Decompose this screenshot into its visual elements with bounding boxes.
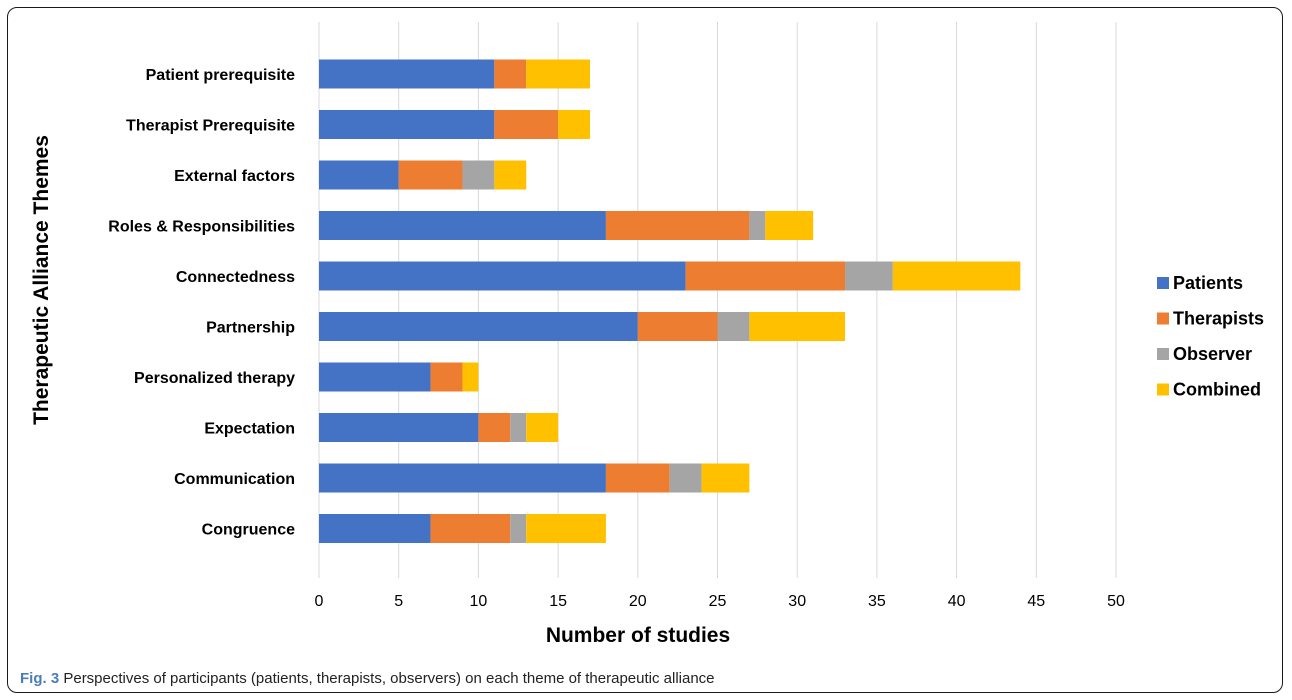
x-tick-label: 10 xyxy=(470,593,488,610)
category-label: External factors xyxy=(174,168,295,185)
figure-frame xyxy=(7,7,1283,693)
x-tick-label: 15 xyxy=(549,593,567,610)
category-label: Communication xyxy=(174,471,295,488)
x-tick-label: 40 xyxy=(948,593,966,610)
bar-segment-patients xyxy=(319,160,399,190)
x-tick-label: 5 xyxy=(394,593,403,610)
bar-segment-therapists xyxy=(494,110,559,139)
legend-label: Observer xyxy=(1173,344,1252,364)
bar-segment-therapists xyxy=(478,413,511,442)
bar-segment-combined xyxy=(494,160,527,190)
bar-segment-combined xyxy=(892,261,1021,291)
legend-label: Therapists xyxy=(1173,309,1264,329)
bar-segment-observer xyxy=(510,514,527,543)
bar-segment-patients xyxy=(319,110,495,139)
y-axis-label: Therapeutic Alliance Themes xyxy=(30,135,53,425)
bar-segment-therapists xyxy=(637,312,718,341)
bar-segment-observer xyxy=(462,160,495,190)
bar-segment-patients xyxy=(319,362,431,392)
category-labels: Patient prerequisite Therapist Prerequisi… xyxy=(108,67,295,539)
figure-caption: Fig. 3 Perspectives of participants (pat… xyxy=(20,670,715,687)
x-tick-label: 35 xyxy=(868,593,886,610)
bar-segment-patients xyxy=(319,211,606,240)
chart: Patient prerequisite Therapist Prerequisi… xyxy=(30,22,1264,647)
category-label: Personalized therapy xyxy=(134,370,295,387)
legend: Patients Therapists Observer Combined xyxy=(1157,273,1264,400)
bar-segment-combined xyxy=(558,110,590,139)
category-label: Roles & Responsibilities xyxy=(108,219,295,236)
bar-segment-combined xyxy=(749,312,846,341)
x-axis-label: Number of studies xyxy=(546,624,730,647)
bar-segment-combined xyxy=(462,362,479,392)
bar-segment-therapists xyxy=(605,463,670,493)
x-tick-label: 30 xyxy=(788,593,806,610)
bar-segment-therapists xyxy=(685,261,846,291)
category-label: Congruence xyxy=(202,522,295,539)
bar-segment-patients xyxy=(319,463,606,493)
legend-swatch-therapists xyxy=(1157,312,1169,325)
legend-swatch-patients xyxy=(1157,277,1169,289)
category-label: Expectation xyxy=(204,421,295,438)
x-tick-label: 45 xyxy=(1027,593,1045,610)
bar-segment-combined xyxy=(526,413,559,442)
grid-lines xyxy=(318,22,1117,578)
bar-segment-therapists xyxy=(605,211,750,240)
bar-segment-observer xyxy=(510,413,527,442)
bars xyxy=(319,59,1021,543)
category-label: Patient prerequisite xyxy=(146,67,295,84)
x-tick-label: 50 xyxy=(1107,593,1125,610)
category-label: Connectedness xyxy=(176,269,295,286)
legend-label: Combined xyxy=(1173,380,1261,400)
bar-segment-patients xyxy=(319,413,479,442)
x-tick-label: 25 xyxy=(709,593,727,610)
x-tick-label: 20 xyxy=(629,593,647,610)
legend-label: Patients xyxy=(1173,273,1243,293)
legend-swatch-combined xyxy=(1157,383,1169,396)
bar-segment-patients xyxy=(319,312,638,341)
bar-segment-observer xyxy=(845,261,893,291)
caption-label: Fig. 3 xyxy=(20,670,60,687)
bar-segment-patients xyxy=(319,514,431,543)
bar-segment-patients xyxy=(319,261,686,291)
bar-segment-patients xyxy=(319,59,495,89)
x-tick-label: 0 xyxy=(315,593,324,610)
bar-segment-therapists xyxy=(430,362,463,392)
category-label: Partnership xyxy=(206,320,295,337)
legend-swatch-observer xyxy=(1157,348,1169,360)
caption-text: Perspectives of participants (patients, … xyxy=(63,670,715,687)
bar-segment-combined xyxy=(526,514,606,543)
x-tick-labels: 0 5 10 15 20 25 30 35 40 45 50 xyxy=(315,593,1125,610)
bar-segment-observer xyxy=(669,463,702,493)
bar-segment-therapists xyxy=(430,514,511,543)
bar-segment-observer xyxy=(717,312,750,341)
bar-segment-combined xyxy=(765,211,814,240)
bar-segment-therapists xyxy=(494,59,527,89)
bar-segment-combined xyxy=(701,463,750,493)
category-label: Therapist Prerequisite xyxy=(126,118,295,135)
bar-segment-therapists xyxy=(398,160,463,190)
bar-segment-combined xyxy=(526,59,590,89)
bar-segment-observer xyxy=(749,211,766,240)
